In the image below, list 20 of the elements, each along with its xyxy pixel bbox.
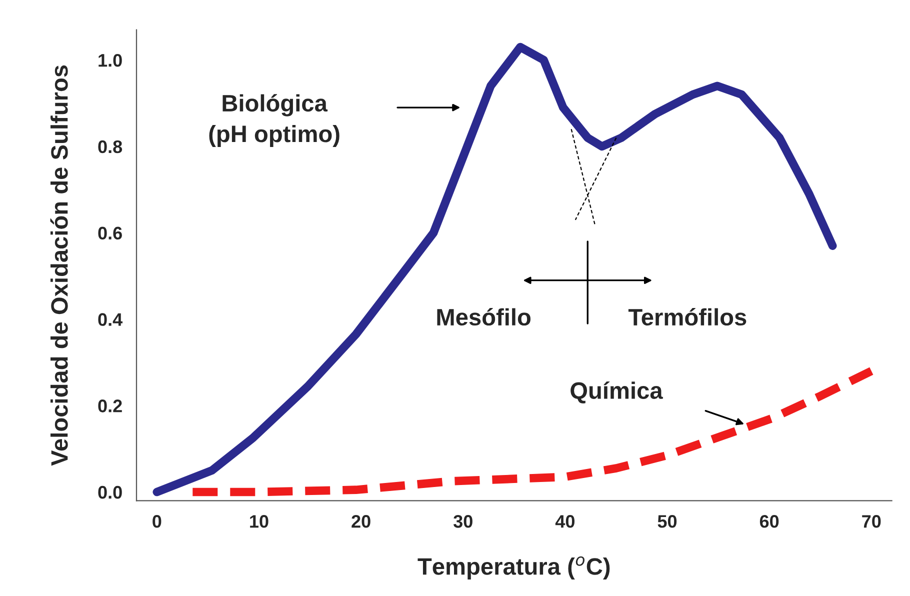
x-tick-label: 10 xyxy=(250,515,268,528)
annotation: Química xyxy=(570,381,663,404)
x-tick-label: 50 xyxy=(658,515,677,528)
annotation: Mesófilo xyxy=(437,308,530,326)
y-tick-label: 1.0 xyxy=(98,54,122,67)
y-tick-label: 0.4 xyxy=(98,313,123,326)
x-axis-title: Temperatura ($^{o}$C) xyxy=(418,556,610,580)
y-tick-label: 0.6 xyxy=(98,226,122,240)
y-tick-label: 0.2 xyxy=(98,400,122,412)
y-tick-label: 0.0 xyxy=(98,486,122,499)
x-tick-label: 40 xyxy=(555,515,574,528)
annotation: Termófilos xyxy=(628,308,746,326)
x-tick-label: 60 xyxy=(760,515,779,528)
y-tick-label: 0.8 xyxy=(98,140,122,154)
y-axis-title: Velocidad de Oxidación de Sulfuros xyxy=(50,65,68,466)
x-tick-label: 30 xyxy=(453,515,472,528)
x-tick-label: 0 xyxy=(152,515,162,528)
x-tick-label: 70 xyxy=(862,515,881,528)
annotation: Biológica (pH optimo) xyxy=(209,94,340,147)
x-tick-label: 20 xyxy=(352,515,370,528)
